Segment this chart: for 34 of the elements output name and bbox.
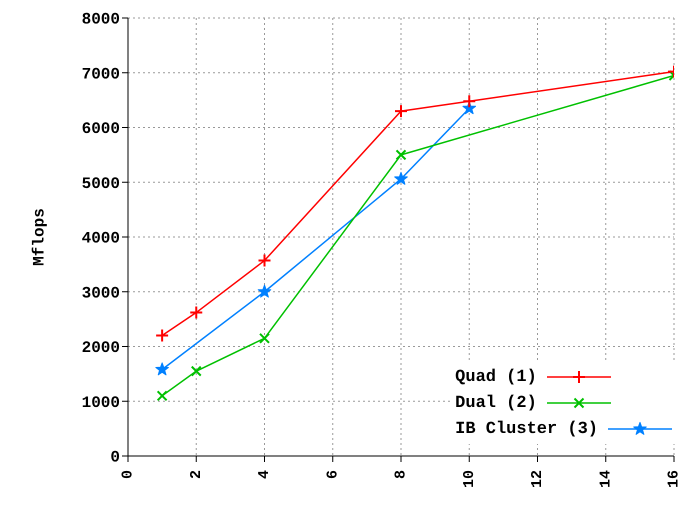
point	[155, 328, 170, 343]
point	[156, 390, 168, 402]
y-tick-label: 6000	[82, 120, 120, 138]
x-tick-label: 12	[529, 470, 546, 488]
x-tick-label: 0	[120, 470, 136, 480]
legend-label: Quad (1)	[455, 368, 537, 386]
y-tick-label: 3000	[82, 284, 120, 302]
y-tick-label: 5000	[82, 174, 120, 193]
legend-label: IB Cluster (3)	[455, 420, 598, 438]
legend-label: Dual (2)	[455, 394, 537, 412]
x-tick-label: 8	[392, 470, 410, 480]
point	[396, 149, 406, 160]
point	[155, 362, 169, 376]
point	[258, 254, 272, 268]
y-tick-label: 2000	[82, 339, 120, 358]
y-tick-label: 7000	[82, 65, 120, 84]
x-tick-label: 16	[666, 470, 682, 488]
x-tick-label: 14	[597, 470, 614, 488]
y-tick-label: 1000	[82, 394, 120, 412]
point	[190, 366, 202, 377]
y-tick-label: 0	[110, 448, 120, 467]
x-tick-label: 10	[460, 470, 478, 488]
point	[189, 306, 204, 320]
point	[258, 284, 272, 298]
x-tick-label: 6	[324, 470, 342, 480]
point	[259, 332, 270, 344]
y-tick-label: 8000	[82, 10, 120, 29]
x-tick-label: 4	[256, 470, 273, 480]
y-axis-title: Mflops	[30, 208, 49, 266]
point	[394, 104, 408, 118]
y-tick-label: 4000	[82, 230, 120, 248]
point	[394, 172, 408, 185]
x-tick-label: 2	[188, 470, 205, 480]
point	[462, 94, 476, 108]
